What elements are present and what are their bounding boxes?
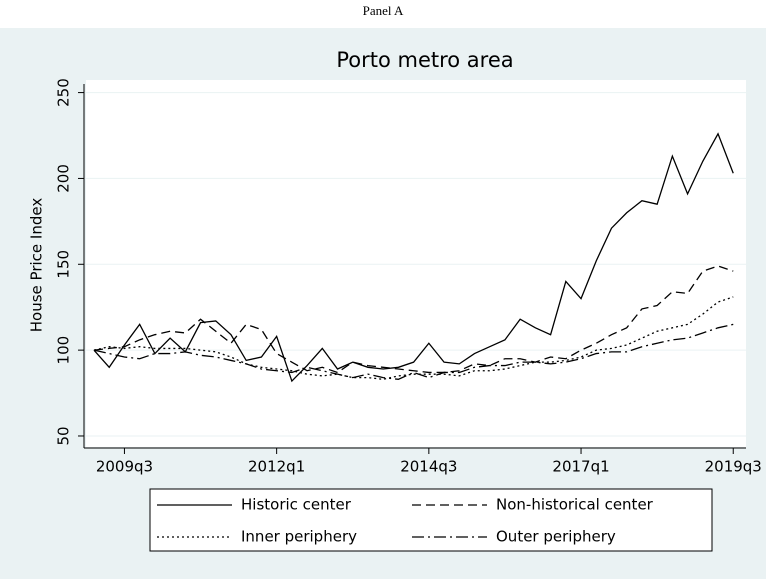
y-tick-label: 100 bbox=[55, 336, 73, 365]
x-tick-label: 2012q1 bbox=[248, 458, 305, 476]
x-tick-label: 2017q1 bbox=[552, 458, 609, 476]
x-tick-label: 2009q3 bbox=[96, 458, 153, 476]
panel-label: Panel A bbox=[363, 3, 404, 18]
legend-label: Outer periphery bbox=[496, 528, 616, 546]
plot-area bbox=[86, 80, 746, 447]
legend-label: Non-historical center bbox=[496, 496, 654, 514]
y-tick-label: 200 bbox=[55, 164, 73, 193]
y-tick-label: 250 bbox=[55, 78, 73, 107]
x-tick-label: 2014q3 bbox=[400, 458, 457, 476]
series-line bbox=[93, 132, 734, 383]
legend-label: Inner periphery bbox=[241, 528, 357, 546]
y-tick-label: 50 bbox=[55, 426, 73, 445]
x-tick-label: 2019q3 bbox=[705, 458, 762, 476]
chart-title: Porto metro area bbox=[336, 48, 513, 72]
y-axis-label: House Price Index bbox=[28, 198, 46, 333]
series-line bbox=[93, 265, 734, 374]
legend bbox=[149, 488, 713, 552]
legend-label: Historic center bbox=[241, 496, 352, 514]
series-line bbox=[93, 323, 734, 380]
y-tick-label: 150 bbox=[55, 250, 73, 279]
